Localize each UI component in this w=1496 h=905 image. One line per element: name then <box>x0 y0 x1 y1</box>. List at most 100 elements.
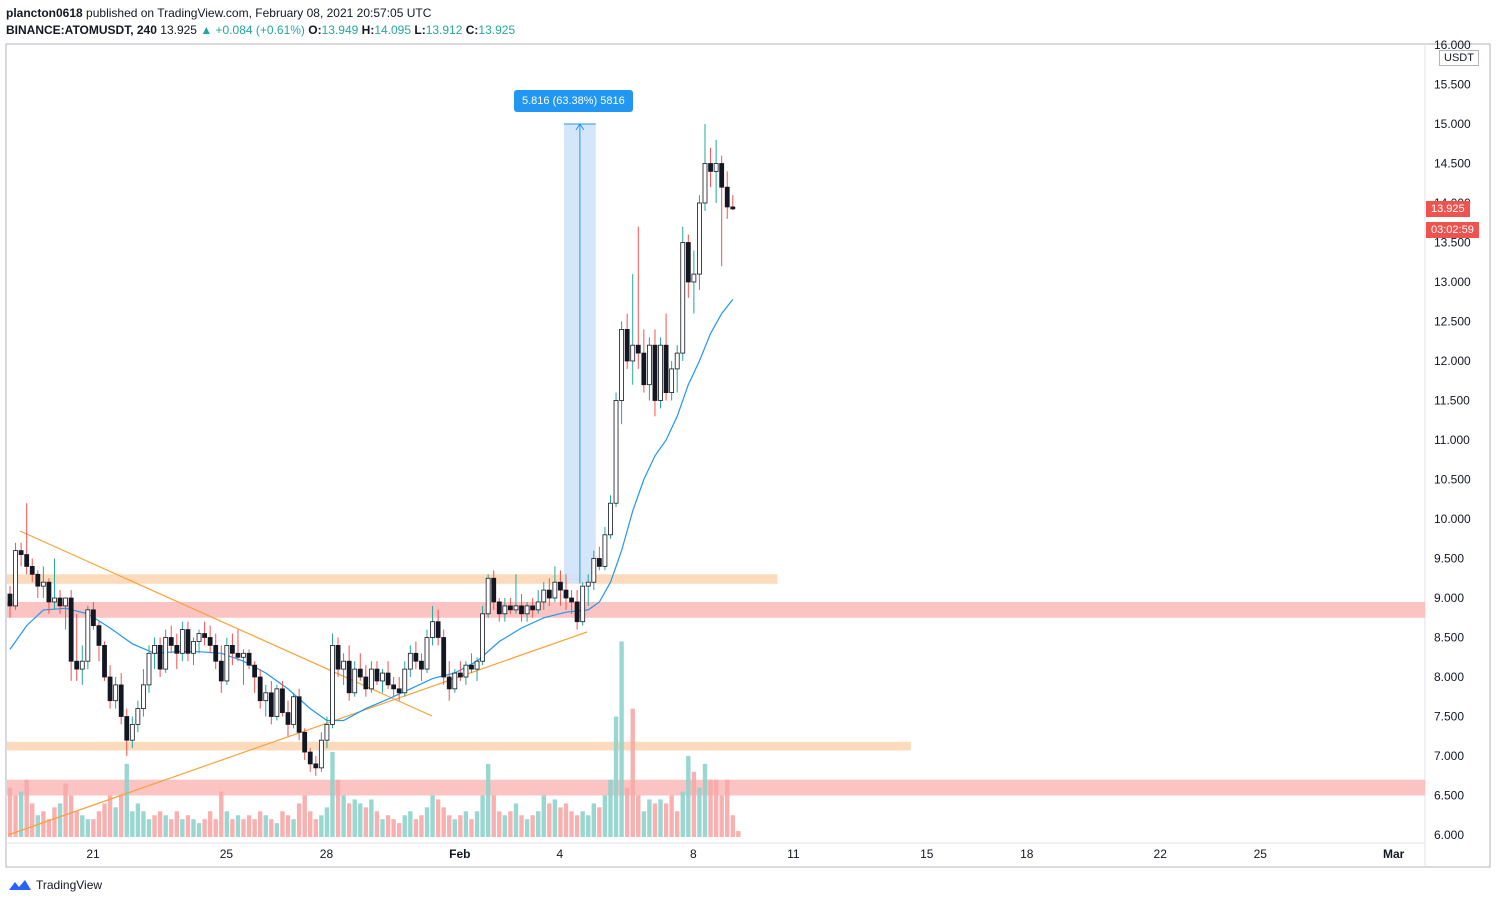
y-tick-label: 8.000 <box>1434 670 1464 684</box>
volume-bar-52 <box>296 803 302 837</box>
candle-body-97 <box>546 589 552 599</box>
volume-bar-51 <box>291 819 296 837</box>
candle-body-4 <box>29 566 35 575</box>
high-label: H: <box>361 23 375 37</box>
volume-bar-64 <box>363 807 369 837</box>
x-tick-label: 15 <box>920 847 934 861</box>
trendline-1 <box>7 631 588 836</box>
volume-bar-119 <box>669 795 674 837</box>
volume-bar-2 <box>18 791 24 837</box>
candle-body-71 <box>402 668 408 694</box>
candle-body-27 <box>157 645 163 670</box>
candle-body-87 <box>491 577 497 603</box>
volume-bar-46 <box>263 815 268 837</box>
volume-bar-7 <box>46 819 52 837</box>
candle-body-123 <box>691 273 697 283</box>
volume-bar-72 <box>408 811 413 837</box>
candle-body-53 <box>302 731 308 753</box>
tradingview-logo-icon <box>9 880 31 890</box>
volume-bar-42 <box>241 819 246 837</box>
volume-bar-100 <box>563 803 569 837</box>
volume-bar-44 <box>252 819 257 837</box>
candle-body-101 <box>569 597 574 603</box>
volume-bar-10 <box>63 783 68 837</box>
volume-bar-26 <box>152 815 157 837</box>
candle-body-34 <box>196 633 202 642</box>
volume-bar-20 <box>119 795 124 837</box>
volume-bar-124 <box>697 787 702 837</box>
volume-bar-0 <box>7 787 13 837</box>
measure-label: 5.816 (63.38%) 5816 <box>514 90 633 112</box>
candle-body-66 <box>374 668 380 682</box>
candle-body-45 <box>257 676 263 702</box>
candle-body-91 <box>513 605 519 611</box>
candle-body-75 <box>424 637 430 670</box>
candle-body-57 <box>324 724 330 741</box>
low-value: 13.912 <box>425 23 463 37</box>
candle-body-125 <box>702 163 708 204</box>
candle-body-23 <box>135 708 141 725</box>
candle-body-80 <box>452 672 458 690</box>
x-tick-label: 28 <box>320 847 334 861</box>
volume-bar-131 <box>736 831 741 837</box>
y-tick-label: 15.500 <box>1434 78 1471 92</box>
y-tick-label: 15.000 <box>1434 117 1471 131</box>
publisher-name[interactable]: plancton0618 <box>6 6 83 20</box>
volume-bar-1 <box>13 795 18 837</box>
candle-body-119 <box>669 368 675 393</box>
volume-bar-117 <box>658 799 663 837</box>
volume-bar-39 <box>224 811 230 837</box>
zone-2 <box>7 741 911 751</box>
volume-bar-36 <box>207 811 213 837</box>
x-tick-label: 11 <box>787 847 800 861</box>
volume-bar-104 <box>586 815 591 837</box>
y-tick-label: 11.000 <box>1434 433 1470 447</box>
volume-bar-27 <box>157 811 163 837</box>
last-price: 13.925 <box>160 23 197 37</box>
volume-bar-70 <box>397 823 402 837</box>
volume-bar-77 <box>435 799 441 837</box>
volume-bar-94 <box>530 815 535 837</box>
candle-body-55 <box>313 763 319 769</box>
volume-bar-4 <box>30 803 35 837</box>
volume-bar-48 <box>274 823 280 837</box>
symbol-legend: BINANCE:ATOMUSDT, 240 13.925 ▲ +0.084 (+… <box>6 23 515 37</box>
volume-bar-31 <box>180 819 185 837</box>
candle-body-62 <box>352 668 358 694</box>
volume-bar-83 <box>469 819 474 837</box>
volume-bar-80 <box>452 819 457 837</box>
volume-bar-23 <box>135 803 141 837</box>
footer-brand[interactable]: TradingView <box>36 878 103 892</box>
volume-bar-19 <box>113 807 118 837</box>
published-text: published on TradingView.com, February 0… <box>86 6 432 20</box>
volume-bar-41 <box>235 815 241 837</box>
symbol-name[interactable]: BINANCE:ATOMUSDT, 240 <box>6 23 157 37</box>
volume-bar-56 <box>319 815 324 837</box>
volume-bar-115 <box>647 799 652 837</box>
volume-bar-101 <box>569 811 574 837</box>
candle-body-35 <box>202 633 208 638</box>
volume-bar-95 <box>536 811 541 837</box>
volume-bar-123 <box>691 771 697 837</box>
volume-bar-103 <box>580 811 585 837</box>
candle-body-89 <box>502 605 508 615</box>
volume-bar-88 <box>497 811 502 837</box>
volume-bar-62 <box>352 799 357 837</box>
candle-body-79 <box>446 676 452 690</box>
candle-body-51 <box>291 696 296 725</box>
candle-body-8 <box>52 597 57 603</box>
volume-bar-32 <box>185 815 191 837</box>
y-tick-label: 8.500 <box>1434 631 1464 645</box>
candle-body-19 <box>113 684 119 702</box>
candle-body-65 <box>368 668 374 690</box>
volume-bar-105 <box>591 803 596 837</box>
volume-bar-49 <box>280 811 285 837</box>
candle-body-2 <box>18 550 24 555</box>
candle-body-100 <box>563 589 569 599</box>
candle-body-92 <box>519 605 524 615</box>
volume-bar-112 <box>630 708 635 837</box>
volume-bar-111 <box>624 787 630 837</box>
volume-bar-67 <box>380 819 385 837</box>
currency-unit[interactable]: USDT <box>1439 50 1479 66</box>
